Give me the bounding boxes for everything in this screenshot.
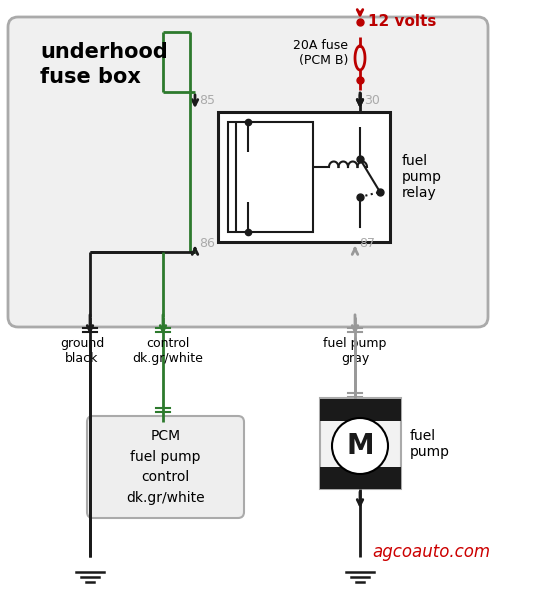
Circle shape — [332, 418, 388, 474]
FancyBboxPatch shape — [87, 416, 244, 518]
Bar — [320, 467, 401, 489]
Bar — [320, 398, 401, 489]
Text: underhood
fuse box: underhood fuse box — [40, 42, 168, 87]
Text: 30: 30 — [364, 94, 380, 107]
Text: fuel
pump: fuel pump — [410, 429, 450, 459]
FancyBboxPatch shape — [8, 17, 488, 327]
Text: fuel
pump
relay: fuel pump relay — [402, 154, 442, 200]
Text: 86: 86 — [199, 237, 215, 250]
Text: 20A fuse
(PCM B): 20A fuse (PCM B) — [293, 39, 348, 67]
Text: ground
black: ground black — [60, 337, 104, 365]
Text: control
dk.gr/white: control dk.gr/white — [133, 337, 204, 365]
Text: PCM
fuel pump
control
dk.gr/white: PCM fuel pump control dk.gr/white — [126, 429, 205, 505]
Text: M: M — [346, 432, 374, 460]
Bar — [218, 112, 390, 242]
Bar — [320, 399, 401, 421]
Text: agcoauto.com: agcoauto.com — [372, 543, 490, 561]
Text: 12 volts: 12 volts — [368, 14, 436, 29]
Text: 85: 85 — [199, 94, 215, 107]
Bar — [228, 122, 313, 232]
Text: fuel pump
gray: fuel pump gray — [323, 337, 387, 365]
Text: 87: 87 — [359, 237, 375, 250]
